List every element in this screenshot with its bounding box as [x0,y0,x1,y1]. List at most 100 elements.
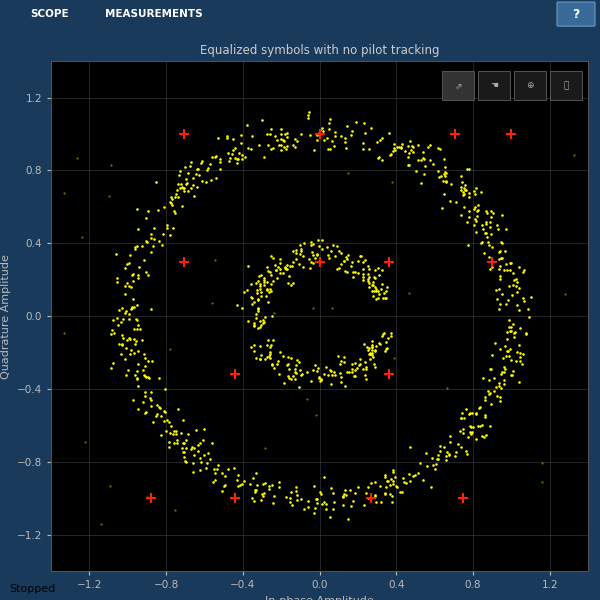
Point [470,214,479,223]
Point [132,241,142,251]
Point [425,140,434,150]
Point [338,491,347,501]
Point [367,280,377,290]
Point [425,155,434,165]
Point [466,408,475,418]
Point [288,246,298,256]
Point [242,286,252,295]
Point [258,315,268,325]
Point [130,244,139,253]
Point [210,152,220,162]
Point [129,324,139,334]
Point [130,371,140,380]
Point [396,143,406,153]
Point [470,202,480,212]
Point [237,150,247,160]
Point [116,317,125,327]
Point [188,467,198,477]
Point [377,155,387,164]
Point [401,478,410,488]
Point [267,311,277,320]
Point [178,416,187,425]
Point [388,479,398,489]
Point [203,449,212,458]
Point [154,403,164,412]
Point [487,206,496,215]
Point [249,347,259,356]
Point [335,368,345,377]
Point [269,277,278,286]
Point [356,359,365,368]
Point [255,316,265,326]
Point [495,271,505,281]
Point [262,262,272,271]
Point [470,220,479,230]
Point [354,361,364,370]
Point [398,473,408,483]
Point [179,447,189,457]
Point [473,421,483,431]
Point [59,328,69,338]
Point [211,475,220,485]
Point [378,293,388,303]
Point [512,347,521,357]
Point [339,352,349,362]
Point [464,212,474,221]
Point [146,233,155,243]
Point [181,456,190,466]
Point [313,251,322,260]
Point [291,254,301,264]
Point [165,197,175,207]
Point [264,485,274,494]
Point [379,288,389,298]
Point [485,68,494,77]
Point [370,282,380,292]
Point [173,179,182,189]
Point [263,340,272,350]
Point [283,353,293,362]
Point [396,142,406,152]
Point [340,489,349,499]
Point [433,166,443,176]
Point [256,320,266,330]
Point [464,192,474,202]
Point [287,262,297,271]
Point [170,209,179,218]
Point [472,206,482,215]
Point [134,262,144,272]
Point [280,129,289,139]
Point [493,392,502,401]
Point [456,182,466,192]
Point [187,183,196,193]
Point [493,221,502,230]
Point [370,490,380,500]
Point [506,259,515,268]
Point [473,205,482,215]
Point [508,281,517,290]
Point [196,466,205,475]
Point [330,128,340,137]
Point [377,266,386,275]
Point [260,312,269,322]
Point [288,371,298,381]
Point [359,340,369,349]
Point [170,193,180,202]
Point [266,347,275,357]
Point [380,293,389,303]
Point [138,397,148,407]
Point [380,472,389,482]
Point [497,211,506,220]
Point [316,376,325,386]
Point [139,256,148,265]
Point [329,141,339,151]
Point [326,379,335,389]
Point [163,223,172,232]
Point [323,145,333,154]
Point [298,263,308,272]
Point [263,140,272,149]
Point [514,305,524,315]
Point [193,440,203,449]
Point [505,351,514,361]
Point [223,464,233,473]
Point [217,486,227,496]
